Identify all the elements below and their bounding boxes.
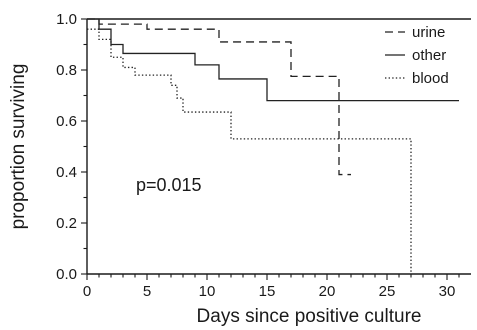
- x-tick-label: 25: [379, 283, 396, 300]
- legend: urine other blood: [385, 24, 449, 87]
- x-tick-label: 20: [319, 283, 336, 300]
- y-tick-label: 0.2: [56, 215, 77, 232]
- x-tick-label: 5: [143, 283, 151, 300]
- series-other-line: [87, 18, 459, 102]
- x-axis-label: Days since positive culture: [197, 306, 422, 327]
- legend-label-blood: blood: [412, 70, 449, 87]
- axes-group: 0 5 10 15 20 25 30 0.0 0.2 0.4 0.6 0.8 1.0: [56, 11, 471, 300]
- y-tick-label: 0.4: [56, 164, 77, 181]
- x-tick-label: 30: [439, 283, 456, 300]
- y-tick-label: 1.0: [56, 11, 77, 28]
- y-tick-label: 0.8: [56, 62, 77, 79]
- p-value-annotation: p=0.015: [136, 175, 202, 195]
- x-tick-label: 15: [259, 283, 276, 300]
- legend-label-other: other: [412, 47, 446, 64]
- y-tick-label: 0.0: [56, 266, 77, 283]
- x-tick-label: 0: [83, 283, 91, 300]
- legend-label-urine: urine: [412, 24, 445, 41]
- y-axis-label: proportion surviving: [8, 64, 29, 230]
- series-blood-line: [87, 28, 412, 274]
- series-group: [87, 18, 459, 274]
- y-tick-label: 0.6: [56, 113, 77, 130]
- series-urine-line: [87, 18, 351, 176]
- x-tick-label: 10: [199, 283, 216, 300]
